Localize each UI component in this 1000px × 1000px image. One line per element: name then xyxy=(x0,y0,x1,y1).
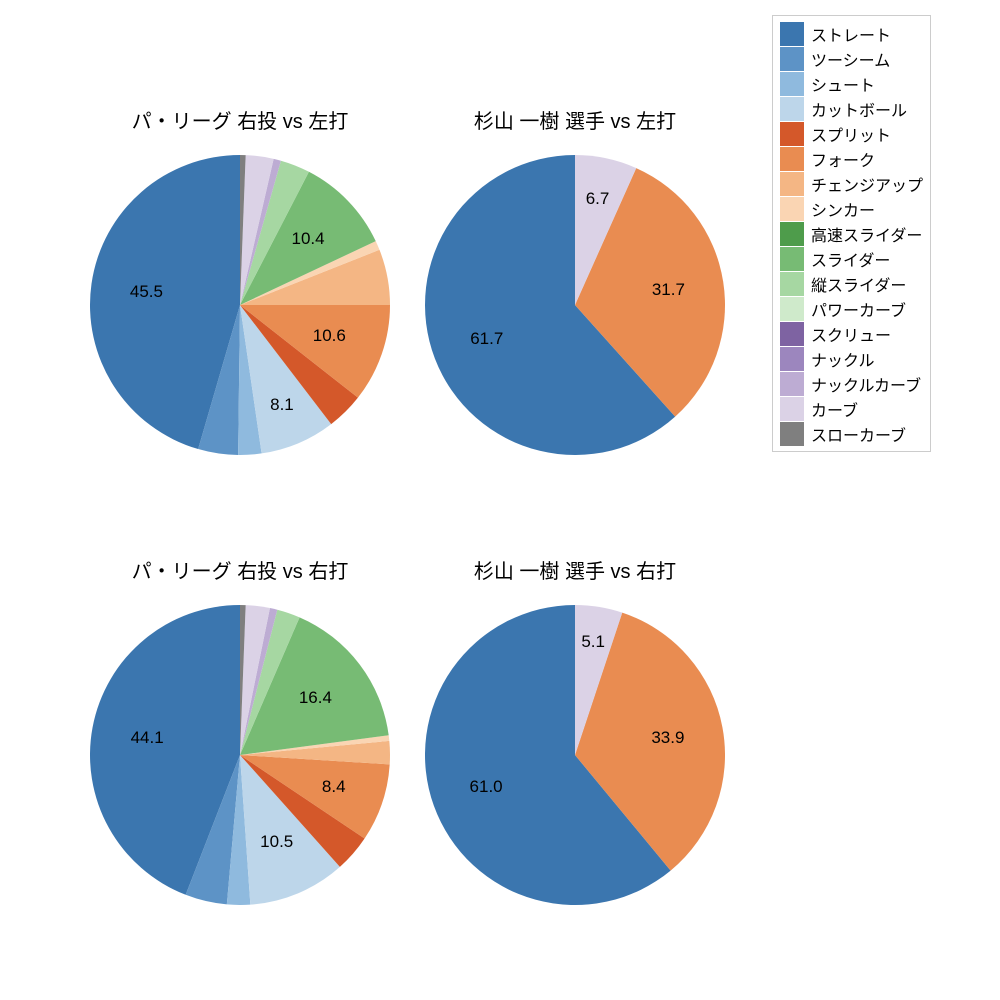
legend-swatch xyxy=(780,272,804,296)
pie-slice-label: 45.5 xyxy=(130,282,163,302)
legend-swatch xyxy=(780,47,804,71)
legend: ストレートツーシームシュートカットボールスプリットフォークチェンジアップシンカー… xyxy=(772,15,931,452)
pie-slice-label: 61.0 xyxy=(470,777,503,797)
legend-item: スライダー xyxy=(780,246,923,271)
legend-label: パワーカーブ xyxy=(811,297,906,321)
legend-label: カットボール xyxy=(811,97,907,121)
legend-swatch xyxy=(780,147,804,171)
pie-slice-label: 8.4 xyxy=(322,777,346,797)
legend-item: スクリュー xyxy=(780,321,923,346)
legend-label: シンカー xyxy=(811,197,875,221)
pie-slice-label: 31.7 xyxy=(652,280,685,300)
legend-swatch xyxy=(780,172,804,196)
legend-item: ナックルカーブ xyxy=(780,371,923,396)
legend-swatch xyxy=(780,372,804,396)
pie-slice-label: 10.6 xyxy=(313,326,346,346)
pie-slice-label: 5.1 xyxy=(581,632,605,652)
chart-title: 杉山 一樹 選手 vs 左打 xyxy=(425,105,725,134)
legend-swatch xyxy=(780,347,804,371)
pie-slice-label: 8.1 xyxy=(270,395,294,415)
legend-label: スプリット xyxy=(811,122,891,146)
legend-label: フォーク xyxy=(811,147,875,171)
legend-item: パワーカーブ xyxy=(780,296,923,321)
legend-swatch xyxy=(780,247,804,271)
legend-item: チェンジアップ xyxy=(780,171,923,196)
legend-label: チェンジアップ xyxy=(811,172,923,196)
legend-item: 高速スライダー xyxy=(780,221,923,246)
pie-slice-label: 16.4 xyxy=(299,688,332,708)
pie-chart: 45.5 8.1 10.6 10.4 xyxy=(90,155,390,455)
legend-label: スローカーブ xyxy=(811,422,906,446)
pie-slice-label: 10.4 xyxy=(292,229,325,249)
pie-slice-label: 6.7 xyxy=(586,189,610,209)
legend-swatch xyxy=(780,122,804,146)
legend-item: ストレート xyxy=(780,21,923,46)
figure: パ・リーグ 右投 vs 左打 45.5 8.1 10.6 10.4 杉山 一樹 選手 vs… xyxy=(0,0,1000,1000)
chart-title: パ・リーグ 右投 vs 右打 xyxy=(90,555,390,584)
legend-item: ナックル xyxy=(780,346,923,371)
legend-swatch xyxy=(780,97,804,121)
legend-swatch xyxy=(780,222,804,246)
legend-swatch xyxy=(780,297,804,321)
chart-title: パ・リーグ 右投 vs 左打 xyxy=(90,105,390,134)
legend-label: 縦スライダー xyxy=(811,272,906,296)
pie-slice-label: 44.1 xyxy=(131,728,164,748)
legend-item: ツーシーム xyxy=(780,46,923,71)
legend-item: カーブ xyxy=(780,396,923,421)
pie-chart: 61.7 31.7 6.7 xyxy=(425,155,725,455)
legend-label: 高速スライダー xyxy=(811,222,922,246)
legend-swatch xyxy=(780,22,804,46)
pie-slice-label: 61.7 xyxy=(470,329,503,349)
legend-item: フォーク xyxy=(780,146,923,171)
legend-item: シュート xyxy=(780,71,923,96)
pie-chart: 44.1 10.5 8.4 16.4 xyxy=(90,605,390,905)
pie-chart: 61.0 33.9 5.1 xyxy=(425,605,725,905)
legend-swatch xyxy=(780,197,804,221)
legend-label: シュート xyxy=(811,72,875,96)
legend-label: ツーシーム xyxy=(811,47,890,71)
legend-item: 縦スライダー xyxy=(780,271,923,296)
legend-label: ナックル xyxy=(811,347,875,371)
legend-item: シンカー xyxy=(780,196,923,221)
legend-label: ストレート xyxy=(811,22,891,46)
legend-swatch xyxy=(780,322,804,346)
legend-label: ナックルカーブ xyxy=(811,372,921,396)
legend-label: スクリュー xyxy=(811,322,891,346)
legend-item: スプリット xyxy=(780,121,923,146)
legend-swatch xyxy=(780,422,804,446)
legend-label: カーブ xyxy=(811,397,858,421)
chart-title: 杉山 一樹 選手 vs 右打 xyxy=(425,555,725,584)
pie-slice-label: 33.9 xyxy=(651,728,684,748)
legend-swatch xyxy=(780,397,804,421)
legend-label: スライダー xyxy=(811,247,890,271)
legend-swatch xyxy=(780,72,804,96)
pie-slice-label: 10.5 xyxy=(260,832,293,852)
legend-item: スローカーブ xyxy=(780,421,923,446)
legend-item: カットボール xyxy=(780,96,923,121)
